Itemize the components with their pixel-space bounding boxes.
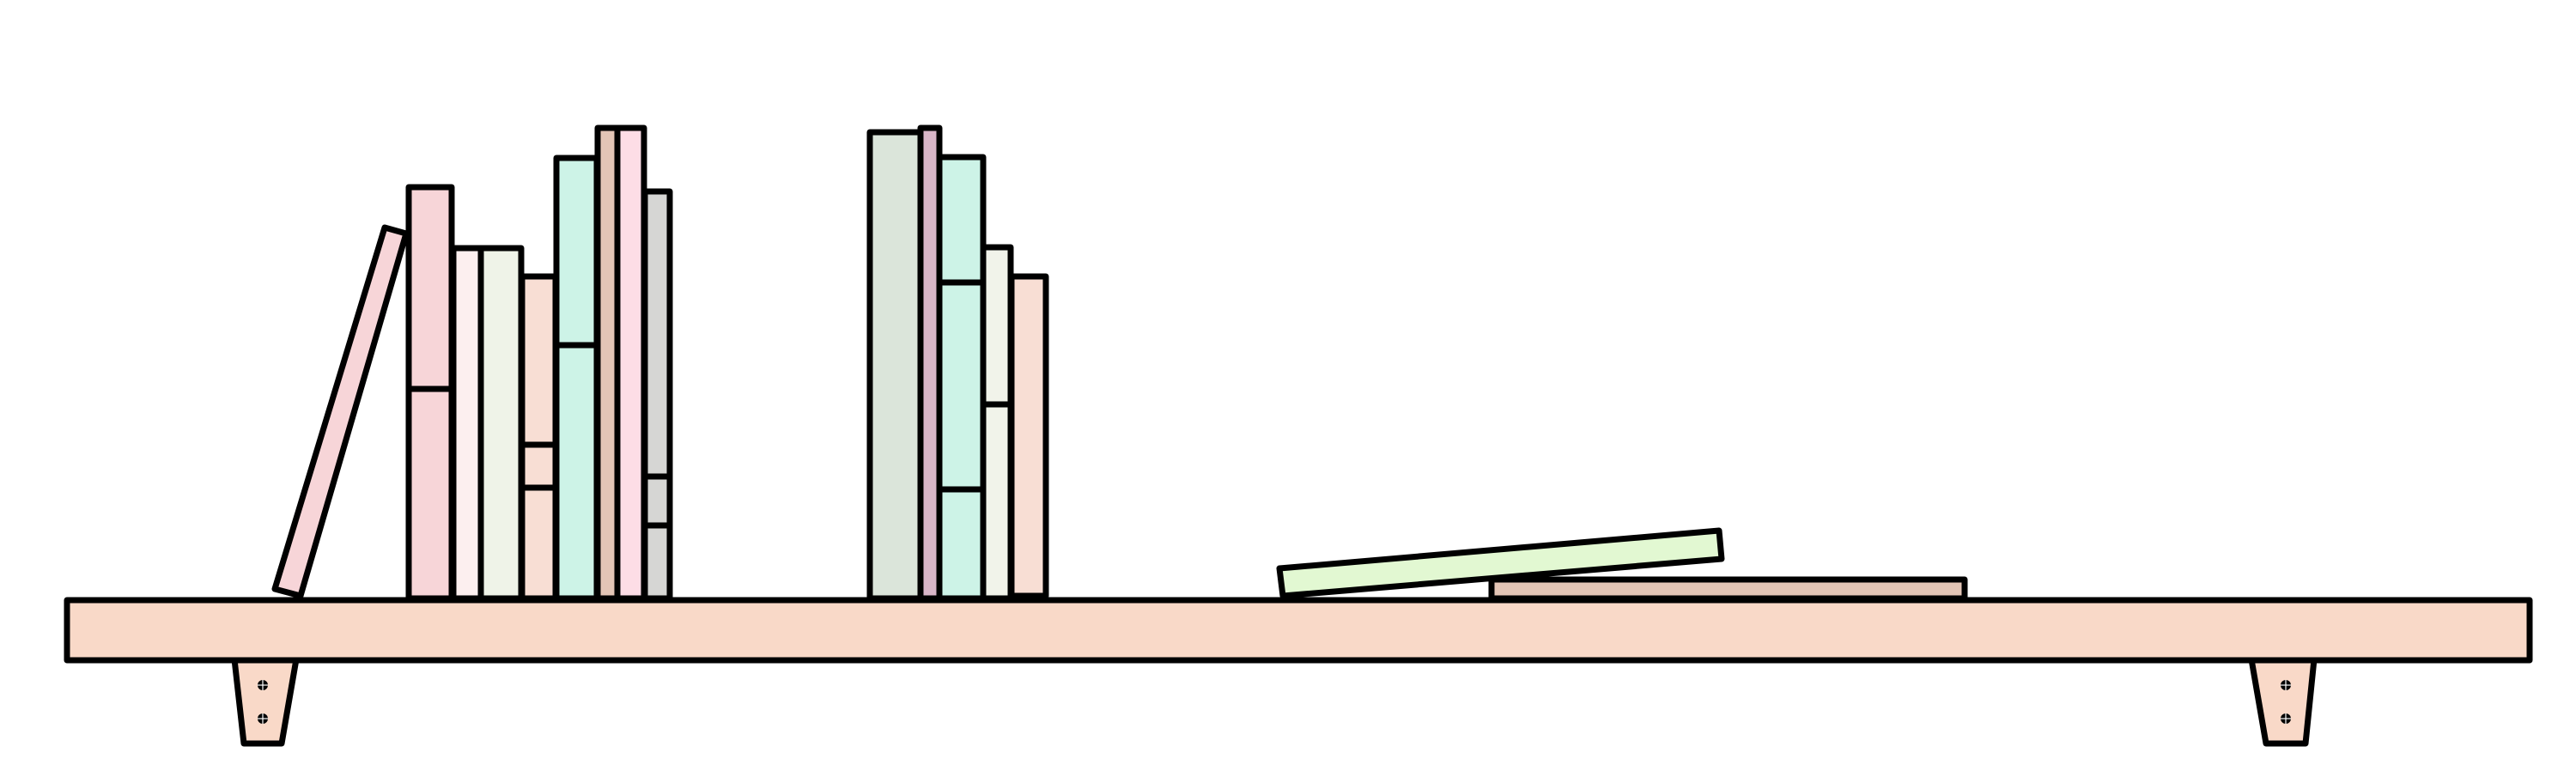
book-peach-2 (1008, 273, 1049, 599)
book-blush (450, 245, 484, 602)
book-ivory (980, 244, 1014, 602)
screw-icon (258, 680, 268, 690)
book-mint (553, 155, 600, 602)
shelf-board (64, 597, 2533, 664)
bracket (2248, 656, 2318, 747)
lying-book-group (1276, 527, 1968, 602)
screw-icon (2281, 713, 2291, 724)
screw-icon (258, 713, 268, 724)
book-sage (866, 129, 924, 602)
book-tilted-lime (1276, 527, 1725, 599)
book-mint-2 (936, 154, 987, 602)
left-book-group (271, 124, 673, 602)
bracket (231, 656, 300, 747)
middle-book-group (866, 124, 1049, 602)
book-cream-green (477, 245, 525, 602)
screw-icon (2281, 680, 2291, 690)
book-rose (614, 124, 647, 602)
book-peach (519, 273, 559, 602)
leaning-book (271, 224, 410, 599)
book-flat-tan (1488, 576, 1968, 602)
book-pink (405, 184, 455, 602)
right-shelf-bracket (2248, 656, 2318, 747)
book-gray (641, 188, 673, 602)
left-shelf-bracket (231, 656, 300, 747)
